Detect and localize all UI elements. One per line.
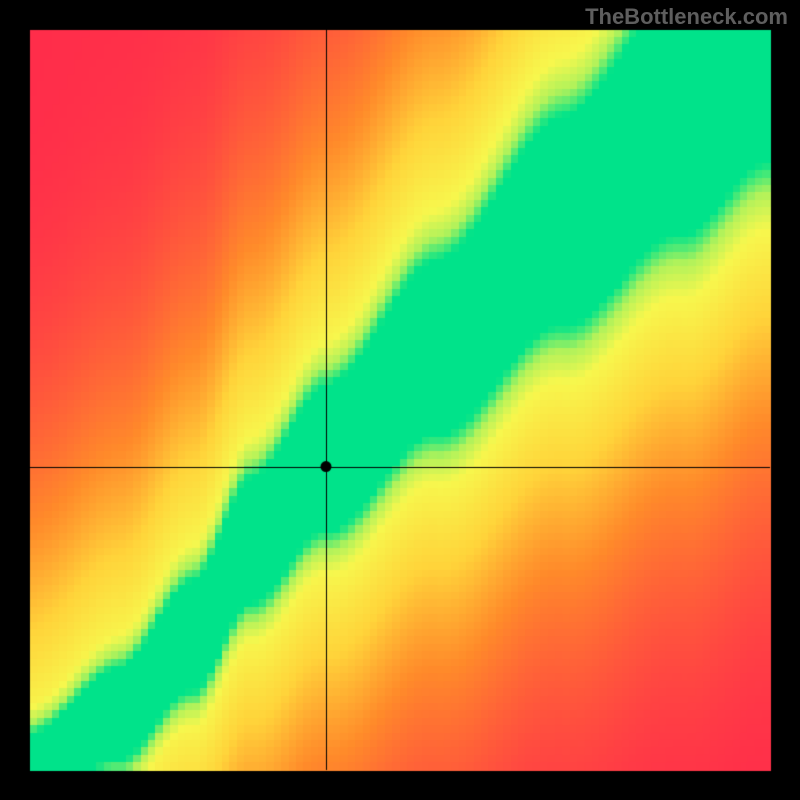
chart-container: TheBottleneck.com — [0, 0, 800, 800]
watermark-label: TheBottleneck.com — [585, 4, 788, 30]
bottleneck-heatmap — [0, 0, 800, 800]
